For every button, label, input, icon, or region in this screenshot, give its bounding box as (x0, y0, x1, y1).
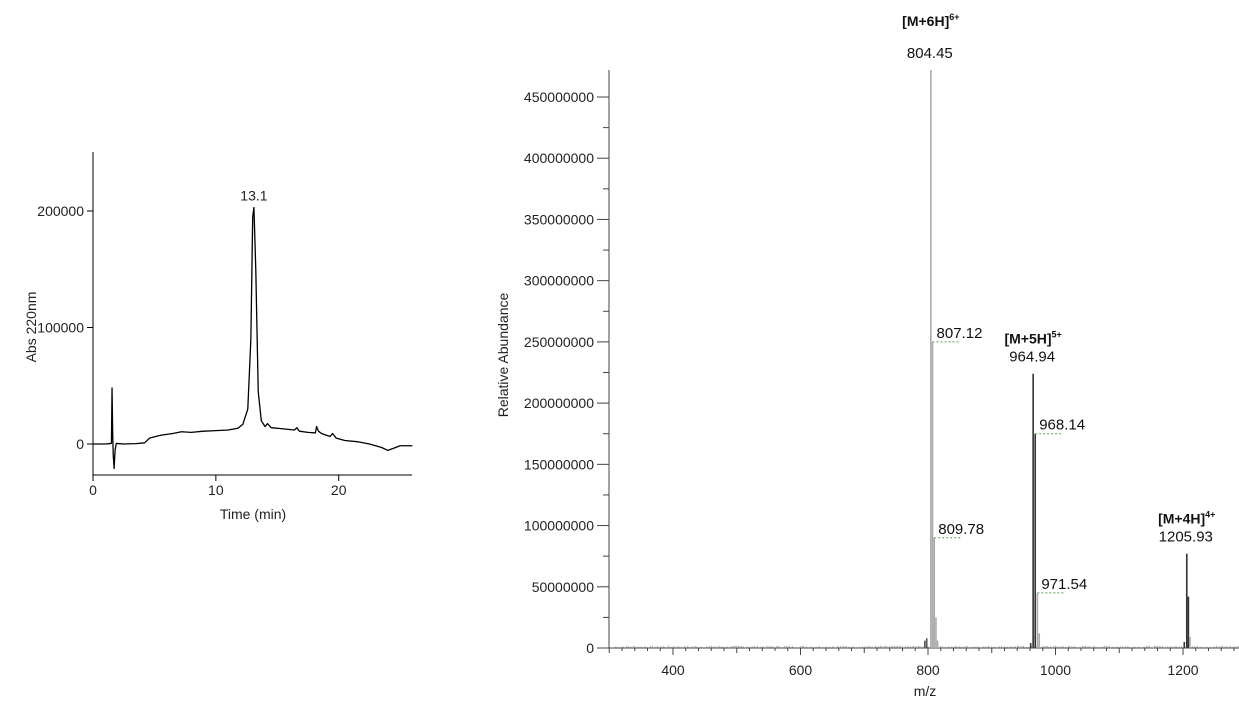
ion-charge: 6+ (949, 12, 959, 22)
peak-mz-label: 971.54 (1041, 576, 1087, 593)
spectrum-y-tick-label: 450000000 (524, 89, 594, 105)
chromatogram-trace (93, 206, 413, 470)
chromatogram-y-tick-label: 100000 (37, 320, 84, 336)
spectrum-y-tick-label: 100000000 (524, 518, 594, 534)
peak-mz-label: 964.94 (1009, 349, 1055, 366)
spectrum-x-tick-label: 600 (789, 662, 813, 678)
chromatogram-x-tick-label: 10 (208, 482, 224, 498)
spectrum-x-tick-label: 800 (916, 662, 940, 678)
ion-charge: 5+ (1052, 330, 1062, 340)
peak-mz-label: 804.45 (907, 45, 953, 62)
chromatogram-x-axis-title: Time (min) (220, 506, 286, 522)
ion-assignment-label: [M+5H]5+ (1004, 330, 1061, 347)
spectrum-y-tick-label: 400000000 (524, 150, 594, 166)
spectrum-x-tick-label: 400 (661, 662, 685, 678)
ion-formula: [M+6H] (902, 13, 949, 29)
spectrum-y-tick-label: 50000000 (532, 579, 595, 595)
chromatogram-y-tick-label: 200000 (37, 203, 84, 219)
spectrum-y-tick-label: 200000000 (524, 395, 594, 411)
mass-spectrum: Relative Abundance m/z 0 50000000 10000000… (495, 12, 1239, 699)
chromatogram-y-axis-title: Abs 220nm (23, 292, 39, 363)
spectrum-y-tick-label: 300000000 (524, 273, 594, 289)
spectrum-y-tick-label: 150000000 (524, 456, 594, 472)
peak-mz-label: 809.78 (938, 521, 984, 538)
ion-assignment-label: [M+6H]6+ (902, 12, 959, 29)
ion-formula: [M+5H] (1004, 331, 1051, 347)
hplc-chromatogram: Abs 220nm Time (min) 0 100000 200000 0 10 20 1… (23, 152, 413, 522)
peak-retention-label: 13.1 (240, 188, 267, 204)
spectrum-x-tick-label: 1000 (1040, 662, 1071, 678)
peak-mz-label: 807.12 (937, 325, 983, 342)
ion-assignment-label: [M+4H]4+ (1158, 510, 1215, 527)
ion-formula: [M+4H] (1158, 511, 1205, 527)
spectrum-y-tick-label: 350000000 (524, 211, 594, 227)
spectrum-y-tick-label: 250000000 (524, 334, 594, 350)
spectrum-y-tick-label: 0 (586, 640, 594, 656)
chromatogram-y-tick-label: 0 (76, 436, 84, 452)
spectrum-x-tick-label: 1200 (1167, 662, 1198, 678)
chromatogram-x-tick-label: 20 (331, 482, 347, 498)
spectrum-y-axis-title: Relative Abundance (495, 293, 511, 418)
chromatogram-x-tick-label: 0 (89, 482, 97, 498)
spectrum-x-axis-title: m/z (914, 683, 937, 699)
peak-mz-label: 1205.93 (1159, 529, 1213, 546)
ion-charge: 4+ (1205, 510, 1215, 520)
peak-mz-label: 968.14 (1039, 417, 1085, 434)
